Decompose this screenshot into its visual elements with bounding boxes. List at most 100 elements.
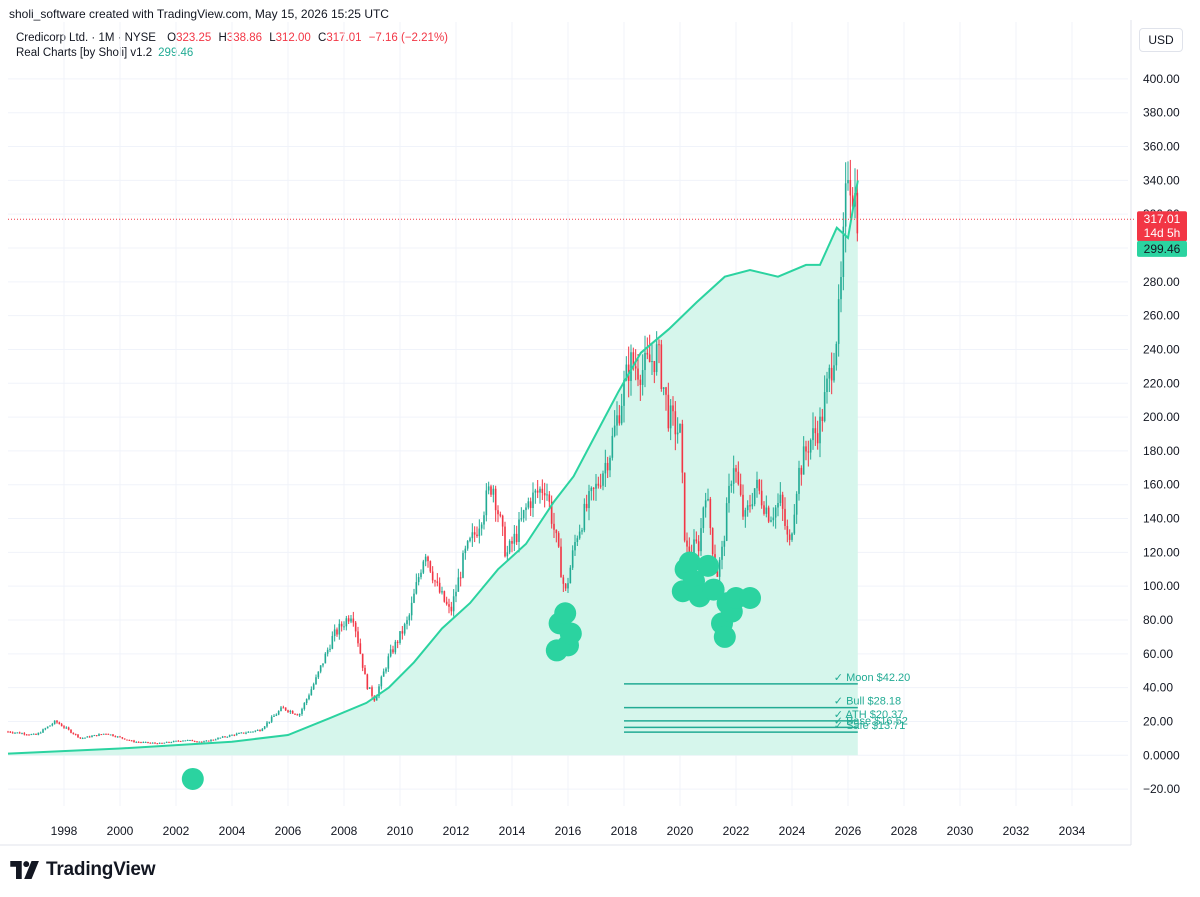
candle: [490, 486, 492, 495]
candle: [422, 561, 425, 573]
price-change: −7.16 (−2.21%): [368, 32, 448, 44]
candle: [319, 665, 322, 672]
candle: [480, 524, 483, 529]
candle: [499, 514, 502, 516]
candle: [42, 729, 44, 733]
candle: [186, 740, 189, 742]
candle: [184, 740, 187, 742]
candle: [172, 740, 175, 743]
candle: [616, 415, 618, 426]
candle: [441, 591, 443, 593]
candle: [289, 710, 292, 712]
candle: [779, 494, 782, 504]
candle: [434, 580, 436, 582]
ohlc-high-key: H: [218, 32, 227, 44]
candle: [767, 507, 770, 522]
candle: [343, 626, 345, 628]
candle: [800, 467, 803, 475]
candle: [541, 488, 544, 494]
candle: [273, 715, 275, 717]
candle: [235, 733, 238, 736]
candle: [455, 591, 457, 597]
candle: [532, 492, 534, 509]
candle: [644, 352, 646, 371]
tradingview-brand[interactable]: TradingView: [10, 859, 156, 881]
candle: [562, 577, 565, 584]
candle: [63, 726, 65, 728]
candle: [669, 405, 672, 429]
candle: [81, 738, 84, 740]
candle: [93, 735, 96, 737]
x-tick-label: 2002: [163, 824, 190, 838]
candle: [210, 739, 212, 742]
candle: [284, 707, 287, 711]
candle: [282, 707, 285, 709]
candle: [828, 367, 831, 379]
candle: [25, 734, 28, 736]
candle: [207, 740, 210, 742]
candle: [298, 714, 301, 716]
candle: [256, 729, 259, 731]
candle: [793, 514, 796, 534]
candle: [609, 457, 611, 471]
candle: [574, 542, 576, 551]
candle: [518, 519, 520, 543]
currency-button[interactable]: USD: [1139, 28, 1183, 52]
candle: [245, 732, 247, 734]
candle: [830, 367, 833, 381]
candle: [851, 195, 854, 207]
candle: [760, 490, 763, 506]
x-tick-label: 2014: [499, 824, 526, 838]
candle: [462, 553, 464, 578]
candle: [751, 504, 754, 507]
candle: [168, 741, 170, 743]
candle: [450, 606, 453, 612]
candle: [641, 370, 644, 385]
candle: [387, 656, 390, 669]
candle: [702, 507, 705, 529]
candle: [389, 649, 392, 657]
candle: [259, 729, 261, 732]
candle: [686, 540, 688, 547]
candle: [842, 226, 845, 278]
candle: [564, 583, 567, 589]
candle: [336, 629, 338, 635]
candle: [357, 631, 359, 644]
candle: [415, 582, 418, 594]
candle: [275, 714, 278, 716]
candle: [70, 729, 72, 733]
symbol-legend[interactable]: Credicorp Ltd. · 1M · NYSE O323.25 H338.…: [16, 32, 452, 44]
candle: [786, 525, 789, 535]
ohlc-close-key: C: [318, 32, 327, 44]
candle: [270, 716, 273, 722]
candle: [709, 498, 712, 529]
candle: [849, 179, 852, 196]
candle: [240, 732, 243, 734]
candle: [46, 726, 49, 729]
candle: [742, 494, 744, 517]
candle: [151, 742, 154, 744]
candle: [427, 556, 429, 562]
candle: [730, 483, 733, 486]
candle: [791, 533, 793, 540]
candle: [763, 505, 765, 514]
indicator-area: [8, 180, 858, 756]
candle: [749, 505, 751, 507]
candle: [324, 653, 327, 664]
candle: [345, 618, 348, 627]
candle: [721, 546, 723, 560]
candle: [392, 649, 394, 653]
candle: [375, 696, 378, 701]
x-tick-label: 2026: [835, 824, 862, 838]
candle: [651, 361, 653, 363]
candle: [30, 734, 33, 736]
candle: [777, 503, 779, 508]
candle: [203, 741, 205, 743]
y-tick-label: 80.00: [1143, 613, 1173, 627]
candle: [291, 710, 294, 714]
candle: [704, 500, 707, 508]
candle: [637, 368, 639, 380]
candle: [347, 618, 350, 622]
candle: [674, 411, 677, 435]
